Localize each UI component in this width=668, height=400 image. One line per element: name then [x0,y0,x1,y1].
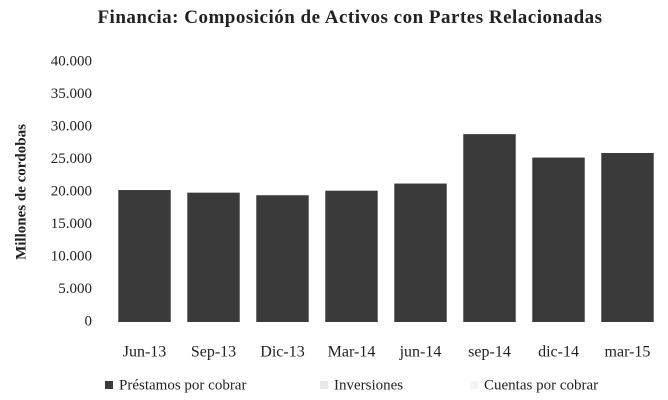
x-tick-label: jun-14 [399,344,442,361]
legend-swatch [320,381,328,389]
bar [256,195,309,322]
x-tick-label: sep-14 [468,344,511,361]
bar [394,183,447,322]
bar [532,157,585,322]
chart-title: Financia: Composición de Activos con Par… [97,7,603,28]
x-tick-label: Dic-13 [260,344,304,361]
y-tick-label: 25.000 [51,151,92,167]
legend-label: Inversiones [334,377,403,393]
y-tick-label: 30.000 [51,118,92,134]
y-tick-label: 5.000 [58,281,92,297]
y-tick-label: 10.000 [51,248,92,264]
y-tick-label: 15.000 [51,216,92,232]
bar [187,192,240,322]
x-tick-label: Mar-14 [328,344,376,361]
x-tick-label: dic-14 [538,344,579,361]
legend-swatch [105,381,113,389]
y-tick-label: 35.000 [51,86,92,102]
bar [325,190,378,322]
y-tick-label: 40.000 [51,53,92,69]
x-tick-label: mar-15 [605,344,651,361]
x-tick-label: Sep-13 [191,344,236,361]
y-tick-label: 0 [85,313,93,329]
bar [118,190,171,322]
legend-swatch [470,381,478,389]
legend-label: Préstamos por cobrar [119,377,246,393]
y-tick-label: 20.000 [51,183,92,199]
bar [463,134,516,322]
legend-label: Cuentas por cobrar [484,377,598,393]
bar [601,153,654,322]
y-axis-label: Millones de cordobas [13,124,29,260]
x-tick-label: Jun-13 [123,344,167,361]
